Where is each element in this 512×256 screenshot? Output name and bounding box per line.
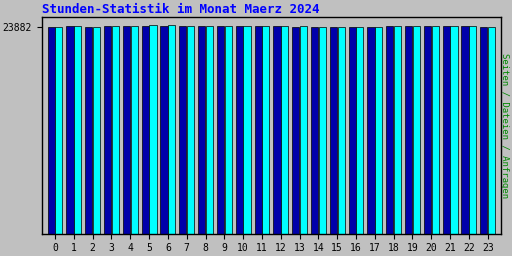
Bar	[368, 27, 375, 233]
Bar	[337, 27, 345, 233]
Bar	[262, 26, 269, 233]
Bar	[74, 26, 81, 233]
Bar	[93, 27, 100, 233]
Y-axis label: Seiten / Dateien / Anfragen: Seiten / Dateien / Anfragen	[500, 53, 509, 198]
Bar	[394, 26, 401, 233]
Bar	[168, 25, 175, 233]
Bar	[413, 26, 420, 233]
Bar	[488, 27, 495, 233]
Bar	[142, 26, 149, 233]
Bar	[273, 26, 281, 233]
Bar	[424, 26, 431, 233]
Bar	[67, 26, 74, 233]
Bar	[85, 27, 92, 233]
Bar	[254, 26, 262, 233]
Bar	[131, 26, 138, 233]
Bar	[356, 27, 364, 233]
Bar	[236, 26, 243, 233]
Bar	[469, 26, 476, 233]
Bar	[300, 26, 307, 233]
Bar	[104, 26, 111, 233]
Bar	[480, 27, 487, 233]
Bar	[443, 26, 450, 233]
Bar	[461, 26, 468, 233]
Bar	[330, 27, 337, 233]
Bar	[150, 25, 157, 233]
Bar	[386, 26, 393, 233]
Bar	[198, 26, 205, 233]
Bar	[292, 27, 300, 233]
Bar	[405, 26, 412, 233]
Bar	[318, 27, 326, 233]
Bar	[311, 27, 318, 233]
Bar	[432, 26, 439, 233]
Bar	[123, 26, 130, 233]
Bar	[160, 26, 167, 233]
Bar	[243, 26, 250, 233]
Bar	[451, 26, 458, 233]
Bar	[217, 26, 224, 233]
Bar	[55, 27, 62, 233]
Bar	[281, 26, 288, 233]
Bar	[349, 27, 356, 233]
Bar	[375, 27, 382, 233]
Bar	[112, 26, 119, 233]
Bar	[225, 26, 232, 233]
Bar	[206, 26, 213, 233]
Text: Stunden-Statistik im Monat Maerz 2024: Stunden-Statistik im Monat Maerz 2024	[42, 3, 319, 16]
Bar	[187, 26, 194, 233]
Bar	[48, 27, 55, 233]
Bar	[179, 26, 186, 233]
